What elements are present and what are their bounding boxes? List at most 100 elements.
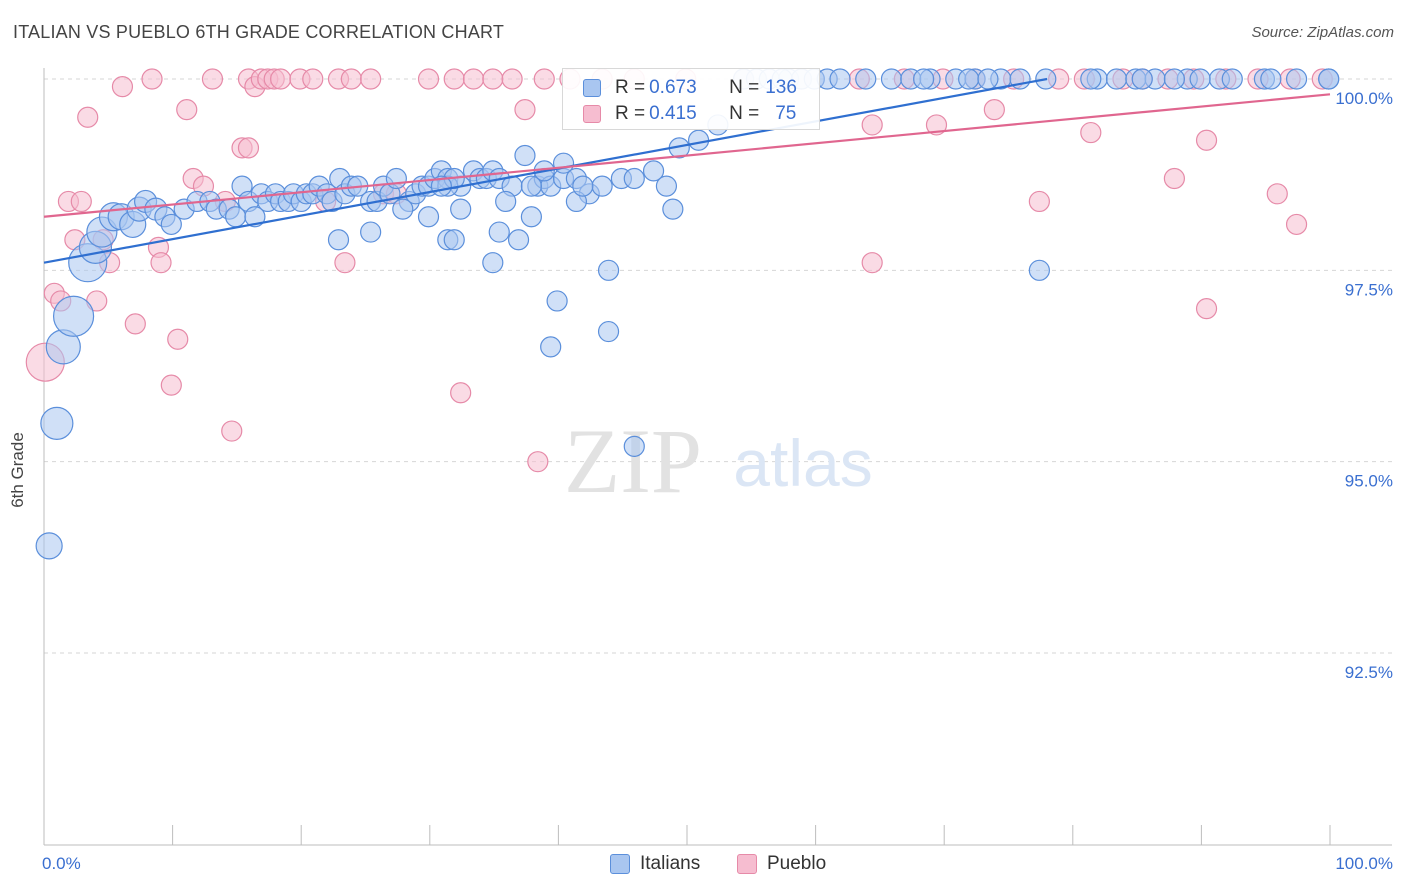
italians-trend-line: [43, 77, 1048, 264]
italians-point[interactable]: [450, 198, 472, 220]
pueblo-point[interactable]: [501, 68, 523, 90]
y-tick-label: 95.0%: [1345, 472, 1393, 491]
italians-point[interactable]: [597, 259, 620, 281]
pueblo-point[interactable]: [302, 68, 324, 90]
pueblo-point[interactable]: [334, 252, 356, 274]
pueblo-point[interactable]: [450, 382, 472, 404]
italians-point[interactable]: [40, 406, 74, 440]
pueblo-point[interactable]: [237, 137, 260, 159]
pueblo-point[interactable]: [1028, 190, 1050, 213]
pueblo-n-value: 75: [775, 103, 797, 124]
pueblo-point[interactable]: [167, 328, 189, 350]
italians-point[interactable]: [1318, 68, 1340, 90]
italians-point[interactable]: [623, 167, 645, 190]
pueblo-point[interactable]: [861, 114, 883, 136]
watermark: ZIP atlas: [564, 410, 873, 512]
italians-point[interactable]: [958, 68, 980, 90]
pueblo-point[interactable]: [533, 68, 555, 90]
italians-point[interactable]: [1189, 68, 1211, 90]
bottom-legend-italians[interactable]: Italians: [610, 853, 700, 875]
pueblo-r-value: 0.415: [649, 103, 697, 124]
italians-point[interactable]: [507, 229, 530, 251]
italians-point[interactable]: [880, 68, 903, 90]
italians-point[interactable]: [855, 68, 877, 90]
italians-point[interactable]: [540, 336, 562, 358]
y-tick-label: 97.5%: [1345, 280, 1393, 299]
italians-point[interactable]: [244, 206, 266, 228]
correlation-legend: R = 0.673 N = 136 R = 0.415 N = 75: [562, 68, 820, 130]
italians-point[interactable]: [1131, 68, 1153, 90]
pueblo-point[interactable]: [270, 68, 292, 90]
italians-point[interactable]: [1028, 259, 1050, 281]
italians-legend-swatch: [610, 854, 630, 874]
italians-point[interactable]: [655, 175, 678, 197]
italians-point[interactable]: [552, 152, 575, 174]
pueblo-point[interactable]: [527, 451, 549, 473]
italians-point[interactable]: [591, 175, 613, 197]
bottom-legend-pueblo[interactable]: Pueblo: [737, 853, 826, 875]
italians-point[interactable]: [35, 532, 63, 560]
pueblo-point[interactable]: [201, 68, 224, 90]
italians-point[interactable]: [482, 252, 504, 274]
italians-point[interactable]: [572, 175, 594, 197]
pueblo-point[interactable]: [77, 106, 99, 128]
pueblo-point[interactable]: [111, 76, 134, 98]
watermark-zip: ZIP: [564, 410, 702, 512]
italians-point[interactable]: [160, 213, 182, 236]
pueblo-point[interactable]: [983, 99, 1005, 121]
italians-point[interactable]: [1285, 68, 1308, 90]
pueblo-point[interactable]: [443, 68, 465, 90]
gridlines: [44, 78, 1392, 654]
italians-point[interactable]: [546, 290, 568, 312]
italians-point[interactable]: [443, 229, 465, 251]
italians-point[interactable]: [392, 198, 414, 220]
pueblo-point[interactable]: [1285, 213, 1308, 236]
pueblo-point[interactable]: [861, 252, 883, 274]
pueblo-point[interactable]: [70, 190, 92, 213]
trend-lines: [43, 77, 1331, 264]
italians-point[interactable]: [913, 68, 935, 90]
pueblo-point[interactable]: [1195, 129, 1218, 151]
italians-point[interactable]: [662, 198, 684, 220]
italians-point[interactable]: [417, 206, 440, 228]
chart-title: ITALIAN VS PUEBLO 6TH GRADE CORRELATION …: [13, 22, 505, 42]
italians-point[interactable]: [488, 221, 510, 243]
italians-point[interactable]: [360, 221, 382, 243]
pueblo-point[interactable]: [160, 374, 182, 396]
pueblo-point[interactable]: [1195, 298, 1218, 320]
italians-point[interactable]: [520, 206, 542, 228]
pueblo-point[interactable]: [462, 68, 485, 90]
italians-point[interactable]: [977, 68, 999, 90]
pueblo-point[interactable]: [124, 313, 146, 335]
watermark-atlas: atlas: [733, 426, 872, 500]
pueblo-point[interactable]: [360, 68, 382, 90]
italians-point[interactable]: [623, 435, 645, 457]
pueblo-point[interactable]: [417, 68, 440, 90]
italians-point[interactable]: [1163, 68, 1185, 90]
italians-point[interactable]: [52, 295, 95, 337]
pueblo-point[interactable]: [176, 99, 198, 121]
pueblo-point[interactable]: [1080, 121, 1102, 144]
italians-point[interactable]: [514, 144, 536, 167]
italians-point[interactable]: [495, 190, 517, 213]
pueblo-point[interactable]: [340, 68, 362, 90]
pueblo-point[interactable]: [1266, 183, 1288, 205]
pueblo-point[interactable]: [925, 114, 948, 136]
italians-point[interactable]: [829, 68, 851, 90]
italians-point[interactable]: [1260, 68, 1282, 90]
pueblo-point[interactable]: [141, 68, 163, 90]
italians-point[interactable]: [520, 175, 542, 197]
italians-point[interactable]: [327, 229, 350, 251]
pueblo-point[interactable]: [221, 420, 243, 442]
italians-point[interactable]: [385, 167, 407, 190]
italians-point[interactable]: [687, 129, 710, 151]
pueblo-point[interactable]: [1163, 167, 1185, 190]
pueblo-point[interactable]: [514, 99, 536, 121]
italians-point[interactable]: [1080, 68, 1102, 90]
italians-point[interactable]: [642, 160, 665, 182]
italians-point[interactable]: [1221, 68, 1243, 90]
pueblo-point[interactable]: [482, 68, 504, 90]
italians-point[interactable]: [1105, 68, 1128, 90]
italians-point[interactable]: [597, 320, 620, 343]
pueblo-point[interactable]: [150, 252, 172, 274]
